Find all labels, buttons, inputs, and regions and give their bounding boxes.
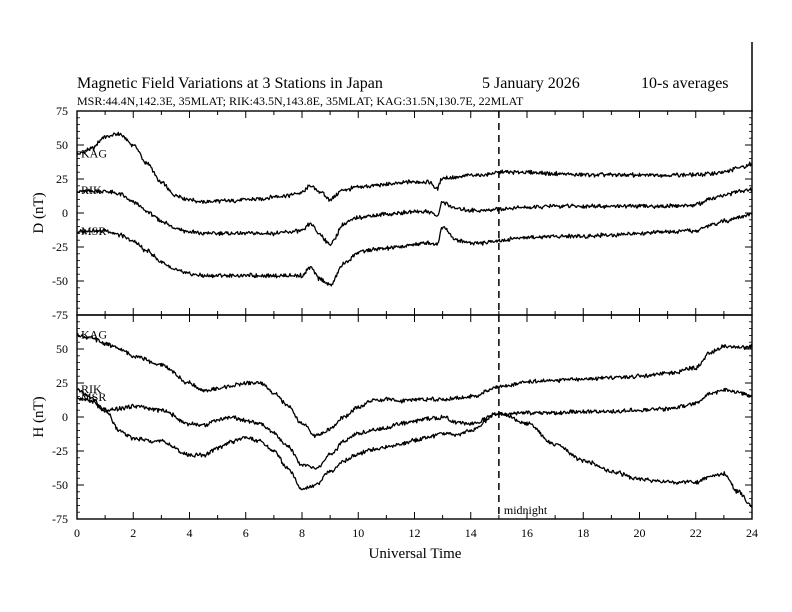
- station-info: MSR:44.4N,142.3E, 35MLAT; RIK:43.5N,143.…: [77, 94, 524, 108]
- x-tick-label: 24: [746, 526, 758, 540]
- panel-d-ytick-label: 75: [56, 104, 68, 118]
- panel-h-series-rik: [76, 388, 753, 508]
- panel-d-ytick-label: 0: [62, 206, 68, 220]
- panel-d-series-kag: [76, 131, 753, 204]
- x-axis-title: Universal Time: [369, 546, 462, 562]
- panel-h-series-msr: [76, 387, 753, 470]
- panel-d-ytick-label: 25: [56, 172, 68, 186]
- panel-h-series-label-msr: MSR: [81, 390, 106, 404]
- panel-d-ytick-label: -25: [52, 240, 68, 254]
- panel-d-series-label-kag: KAG: [81, 147, 107, 161]
- panel-h-ylabel: H (nT): [31, 396, 47, 437]
- x-tick-label: 4: [187, 526, 193, 540]
- panel-h-ytick-label: 25: [56, 376, 68, 390]
- x-tick-label: 14: [465, 526, 477, 540]
- panel-h-series-kag: [76, 332, 753, 439]
- midnight-label: midnight: [504, 503, 548, 517]
- panel-h-ytick-label: -25: [52, 444, 68, 458]
- chart-title: Magnetic Field Variations at 3 Stations …: [77, 75, 383, 92]
- panel-d-ytick-label: -50: [52, 274, 68, 288]
- x-tick-label: 22: [690, 526, 702, 540]
- x-tick-label: 12: [409, 526, 421, 540]
- panel-d-series-msr: [76, 212, 753, 287]
- panel-h-ytick-label: 0: [62, 410, 68, 424]
- x-tick-label: 10: [352, 526, 364, 540]
- panel-h-ytick-label: 50: [56, 342, 68, 356]
- x-tick-label: 0: [74, 526, 80, 540]
- x-tick-label: 6: [243, 526, 249, 540]
- x-tick-label: 8: [299, 526, 305, 540]
- panel-h-series-label-kag: KAG: [81, 327, 107, 341]
- panel-h-ytick-label: -50: [52, 478, 68, 492]
- chart-averaging: 10-s averages: [641, 75, 729, 92]
- panel-d-series-label-rik: RIK: [81, 183, 102, 197]
- chart-date: 5 January 2026: [482, 75, 580, 92]
- panel-d-series-rik: [76, 187, 753, 247]
- x-tick-label: 16: [521, 526, 533, 540]
- x-tick-label: 20: [634, 526, 646, 540]
- panel-h-ytick-label: -75: [52, 512, 68, 526]
- panel-d-ytick-label: -75: [52, 308, 68, 322]
- panel-d-ylabel: D (nT): [31, 192, 47, 233]
- panel-d-series-label-msr: MSR: [81, 224, 106, 238]
- panel-d-ytick-label: 50: [56, 138, 68, 152]
- x-tick-label: 2: [130, 526, 136, 540]
- x-tick-label: 18: [577, 526, 589, 540]
- panel-h-series-label-rik: RIK: [81, 382, 102, 396]
